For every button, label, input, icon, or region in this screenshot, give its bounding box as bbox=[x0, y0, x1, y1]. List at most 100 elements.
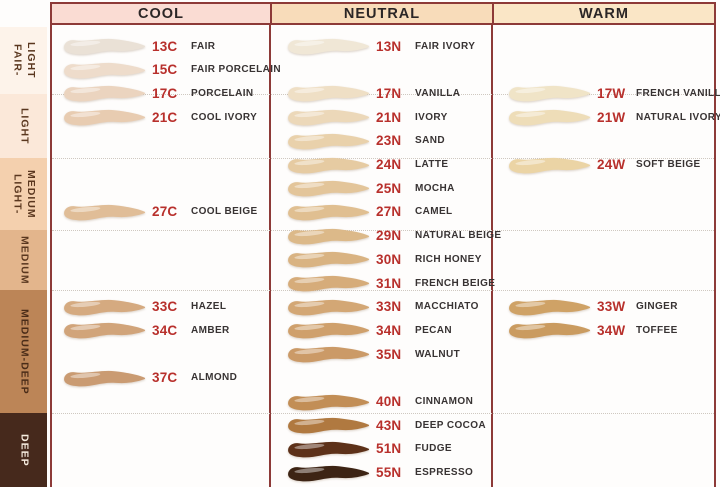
depth-band-label: FAIR- LIGHT bbox=[11, 42, 38, 79]
shade-row-35n: 35N WALNUT bbox=[285, 343, 460, 365]
shade-swatch bbox=[288, 441, 370, 458]
column-border-neutral-warm bbox=[490, 25, 493, 487]
shade-swatch bbox=[288, 133, 370, 150]
shade-name: GINGER bbox=[636, 301, 678, 313]
shade-swatch bbox=[64, 109, 146, 126]
shade-name: FAIR IVORY bbox=[415, 40, 476, 52]
depth-band-fair-light: FAIR- LIGHT bbox=[0, 27, 47, 94]
shade-swatch bbox=[288, 86, 370, 102]
shade-code: 21W bbox=[597, 109, 626, 125]
column-border-right bbox=[714, 25, 716, 487]
shade-swatch bbox=[509, 299, 591, 316]
shade-code: 35N bbox=[376, 346, 402, 362]
depth-band-light: LIGHT bbox=[0, 94, 47, 158]
shade-swatch bbox=[64, 62, 146, 79]
shade-code: 21C bbox=[152, 109, 178, 125]
shade-code: 13N bbox=[376, 38, 402, 54]
depth-band-medium: MEDIUM bbox=[0, 230, 47, 290]
shade-code: 17N bbox=[376, 85, 402, 101]
shade-row-21c: 21C COOL IVORY bbox=[61, 106, 257, 128]
shade-code: 23N bbox=[376, 133, 402, 149]
shade-swatch bbox=[64, 38, 146, 55]
shade-code: 33N bbox=[376, 299, 402, 315]
band-divider bbox=[52, 290, 714, 291]
shade-code: 17C bbox=[152, 85, 178, 101]
shade-name: MOCHA bbox=[415, 182, 455, 194]
shade-name: ESPRESSO bbox=[415, 467, 474, 479]
shade-name: SOFT BEIGE bbox=[636, 159, 701, 170]
shade-row-33w: 33W GINGER bbox=[506, 296, 678, 318]
shade-name: FRENCH BEIGE bbox=[415, 277, 496, 289]
shade-row-17w: 17W FRENCH VANILLA bbox=[506, 82, 720, 104]
shade-row-51n: 51N FUDGE bbox=[285, 438, 452, 460]
depth-band-deep: DEEP bbox=[0, 413, 47, 487]
band-divider bbox=[52, 94, 714, 95]
shade-swatch bbox=[288, 346, 370, 363]
shade-code: 40N bbox=[376, 394, 402, 409]
band-divider bbox=[52, 230, 714, 231]
shade-code: 15C bbox=[152, 62, 178, 78]
undertone-header-row: COOL NEUTRAL WARM bbox=[50, 2, 716, 25]
shade-row-27n: 27N CAMEL bbox=[285, 201, 453, 223]
shade-swatch bbox=[288, 109, 370, 126]
depth-band-label: LIGHT bbox=[18, 107, 31, 145]
shade-swatch bbox=[288, 299, 370, 316]
column-header-cool: COOL bbox=[52, 4, 270, 23]
shade-row-13c: 13C FAIR bbox=[61, 35, 215, 57]
shade-row-43n: 43N DEEP COCOA bbox=[285, 414, 486, 436]
shade-code: 34C bbox=[152, 322, 178, 338]
shade-swatch bbox=[288, 38, 370, 55]
shade-name: IVORY bbox=[415, 111, 448, 123]
shade-code: 30N bbox=[376, 251, 402, 267]
shade-row-37c: 37C ALMOND bbox=[61, 367, 237, 389]
shade-name: ALMOND bbox=[191, 372, 238, 384]
depth-band-medium-deep: MEDIUM-DEEP bbox=[0, 290, 47, 413]
shade-name: COOL IVORY bbox=[191, 111, 258, 123]
shade-swatch bbox=[288, 204, 370, 221]
shade-code: 27C bbox=[152, 204, 178, 220]
shade-name: SAND bbox=[415, 135, 445, 147]
shade-swatch bbox=[509, 157, 591, 173]
shade-code: 31N bbox=[376, 275, 402, 291]
shade-swatch bbox=[509, 323, 591, 339]
shade-code: 51N bbox=[376, 441, 402, 457]
shade-row-33c: 33C HAZEL bbox=[61, 296, 226, 318]
shade-swatch bbox=[288, 465, 370, 481]
shade-name: FAIR PORCELAIN bbox=[191, 64, 282, 76]
band-divider bbox=[52, 158, 714, 159]
shade-swatch bbox=[509, 86, 591, 102]
shade-row-21w: 21W NATURAL IVORY bbox=[506, 106, 720, 128]
shade-row-34w: 34W TOFFEE bbox=[506, 319, 678, 341]
shade-row-27c: 27C COOL BEIGE bbox=[61, 201, 258, 223]
shade-row-34c: 34C AMBER bbox=[61, 319, 230, 341]
column-border-left bbox=[50, 25, 52, 487]
shade-name: NATURAL BEIGE bbox=[415, 230, 502, 242]
shade-name: FAIR bbox=[191, 40, 216, 52]
shade-code: 33C bbox=[152, 299, 178, 315]
shade-swatch bbox=[64, 323, 146, 339]
shade-code: 29N bbox=[376, 228, 402, 244]
shade-code: 21N bbox=[376, 109, 402, 125]
shade-name: CAMEL bbox=[415, 206, 453, 218]
shade-name: VANILLA bbox=[415, 87, 461, 99]
depth-band-label: DEEP bbox=[18, 433, 31, 467]
column-header-neutral: NEUTRAL bbox=[270, 4, 492, 23]
shade-name: HAZEL bbox=[191, 301, 227, 313]
shade-row-17n: 17N VANILLA bbox=[285, 82, 460, 104]
shade-name: LATTE bbox=[415, 159, 449, 170]
shade-row-25n: 25N MOCHA bbox=[285, 177, 455, 199]
shade-row-23n: 23N SAND bbox=[285, 130, 445, 152]
shade-name: FUDGE bbox=[415, 443, 452, 455]
shade-code: 24N bbox=[376, 157, 402, 172]
shade-swatch bbox=[288, 252, 370, 268]
shade-swatch bbox=[509, 109, 591, 126]
shade-code: 55N bbox=[376, 465, 402, 481]
depth-band-label: MEDIUM-DEEP bbox=[18, 308, 31, 395]
shade-swatch bbox=[288, 323, 370, 339]
shade-code: 34W bbox=[597, 322, 626, 338]
shade-code: 33W bbox=[597, 299, 626, 315]
shade-row-15c: 15C FAIR PORCELAIN bbox=[61, 59, 281, 81]
shade-swatch bbox=[64, 86, 146, 102]
shade-code: 24W bbox=[597, 157, 626, 172]
depth-band-label: MEDIUM bbox=[18, 235, 31, 285]
